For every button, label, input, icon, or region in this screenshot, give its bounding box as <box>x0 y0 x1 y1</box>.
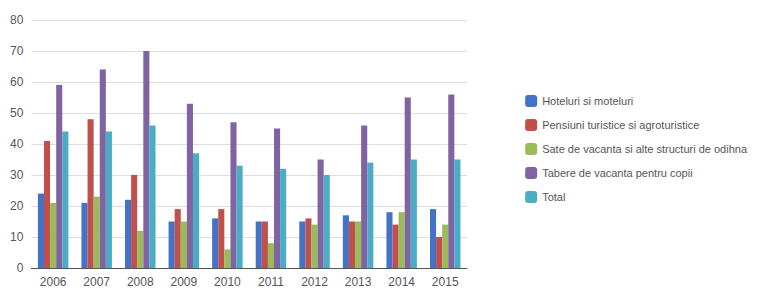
svg-text:2013: 2013 <box>345 275 372 289</box>
svg-text:80: 80 <box>10 13 24 27</box>
svg-text:2012: 2012 <box>301 275 328 289</box>
svg-text:2007: 2007 <box>83 275 110 289</box>
svg-text:Total: Total <box>542 191 565 203</box>
svg-text:20: 20 <box>10 199 24 213</box>
svg-text:40: 40 <box>10 137 24 151</box>
svg-text:0: 0 <box>17 261 24 275</box>
svg-text:10: 10 <box>10 230 24 244</box>
svg-text:2010: 2010 <box>214 275 241 289</box>
svg-text:Sate de vacanta si alte struct: Sate de vacanta si alte structuri de odi… <box>542 143 748 155</box>
svg-text:Hoteluri si moteluri: Hoteluri si moteluri <box>542 95 633 107</box>
svg-text:60: 60 <box>10 75 24 89</box>
svg-text:2011: 2011 <box>258 275 284 289</box>
svg-text:2015: 2015 <box>432 275 459 289</box>
svg-text:2009: 2009 <box>170 275 197 289</box>
svg-text:2006: 2006 <box>40 275 67 289</box>
svg-text:30: 30 <box>10 168 24 182</box>
svg-text:Tabere de vacanta pentru copii: Tabere de vacanta pentru copii <box>542 167 692 179</box>
svg-text:2008: 2008 <box>127 275 154 289</box>
svg-text:2014: 2014 <box>388 275 415 289</box>
svg-text:70: 70 <box>10 44 24 58</box>
svg-text:Pensiuni turistice si agroturi: Pensiuni turistice si agroturistice <box>542 119 699 131</box>
svg-text:50: 50 <box>10 106 24 120</box>
